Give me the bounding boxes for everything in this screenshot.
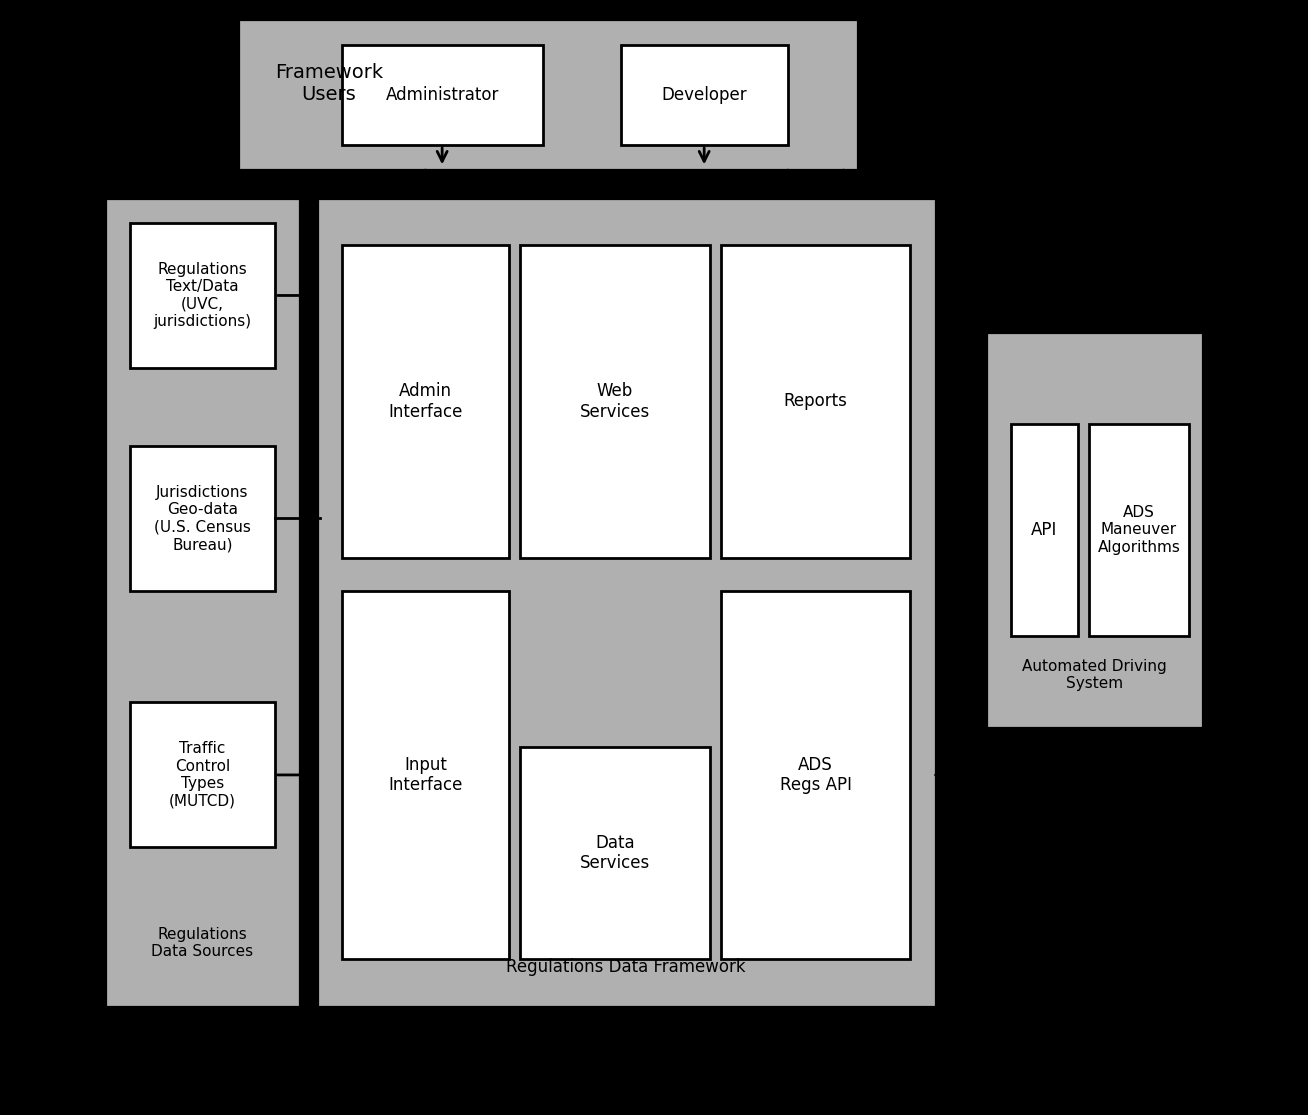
FancyBboxPatch shape bbox=[1088, 424, 1189, 636]
Text: Web
Services: Web Services bbox=[579, 382, 650, 420]
FancyBboxPatch shape bbox=[721, 591, 910, 959]
Text: API: API bbox=[1031, 521, 1057, 539]
Text: Regulations
Data Sources: Regulations Data Sources bbox=[152, 927, 254, 959]
FancyBboxPatch shape bbox=[989, 334, 1201, 725]
FancyBboxPatch shape bbox=[341, 591, 509, 959]
Text: Admin
Interface: Admin Interface bbox=[388, 382, 463, 420]
Text: Jurisdictions
Geo-data
(U.S. Census
Bureau): Jurisdictions Geo-data (U.S. Census Bure… bbox=[154, 485, 251, 552]
FancyBboxPatch shape bbox=[1011, 424, 1078, 636]
Text: Data
Services: Data Services bbox=[579, 834, 650, 872]
FancyBboxPatch shape bbox=[107, 201, 297, 1004]
Text: Regulations Data Framework: Regulations Data Framework bbox=[506, 958, 746, 976]
Text: Regulations
Text/Data
(UVC,
jurisdictions): Regulations Text/Data (UVC, jurisdiction… bbox=[153, 262, 251, 329]
FancyBboxPatch shape bbox=[129, 702, 275, 847]
Text: Traffic
Control
Types
(MUTCD): Traffic Control Types (MUTCD) bbox=[169, 741, 235, 808]
FancyBboxPatch shape bbox=[341, 245, 509, 558]
FancyBboxPatch shape bbox=[521, 747, 710, 959]
Text: Reports: Reports bbox=[783, 392, 848, 410]
FancyBboxPatch shape bbox=[721, 245, 910, 558]
FancyBboxPatch shape bbox=[242, 22, 854, 167]
FancyBboxPatch shape bbox=[341, 45, 543, 145]
FancyBboxPatch shape bbox=[129, 223, 275, 368]
Text: Automated Driving
System: Automated Driving System bbox=[1022, 659, 1167, 691]
FancyBboxPatch shape bbox=[521, 245, 710, 558]
FancyBboxPatch shape bbox=[129, 446, 275, 591]
Text: ADS
Regs API: ADS Regs API bbox=[780, 756, 852, 794]
Text: Input
Interface: Input Interface bbox=[388, 756, 463, 794]
Text: Administrator: Administrator bbox=[386, 86, 498, 104]
Text: Framework
Users: Framework Users bbox=[275, 64, 383, 104]
Text: Developer: Developer bbox=[662, 86, 747, 104]
FancyBboxPatch shape bbox=[620, 45, 787, 145]
FancyBboxPatch shape bbox=[319, 201, 933, 1004]
Text: ADS
Maneuver
Algorithms: ADS Maneuver Algorithms bbox=[1097, 505, 1180, 554]
